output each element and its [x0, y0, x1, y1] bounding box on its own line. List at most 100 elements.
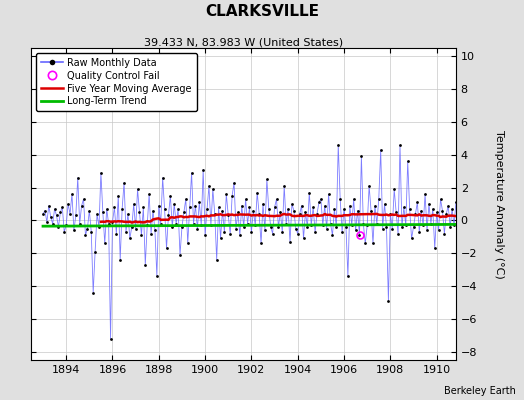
- Point: [42, 219, 51, 225]
- Point: [442, 211, 451, 217]
- Point: [237, 202, 246, 209]
- Title: 39.433 N, 83.983 W (United States): 39.433 N, 83.983 W (United States): [144, 37, 343, 47]
- Point: [307, 222, 315, 228]
- Point: [457, 232, 466, 238]
- Point: [286, 238, 294, 245]
- Point: [79, 196, 88, 202]
- Point: [383, 224, 391, 230]
- Point: [247, 229, 256, 235]
- Point: [388, 226, 397, 232]
- Point: [340, 206, 348, 212]
- Point: [118, 206, 126, 212]
- Point: [104, 220, 113, 227]
- Point: [496, 209, 505, 216]
- Point: [485, 183, 493, 189]
- Point: [475, 206, 483, 212]
- Point: [85, 207, 93, 214]
- Point: [344, 273, 352, 280]
- Point: [209, 186, 217, 192]
- Point: [463, 226, 472, 232]
- Point: [152, 273, 161, 280]
- Point: [500, 240, 508, 247]
- Point: [93, 211, 101, 217]
- Point: [326, 220, 335, 227]
- Point: [226, 230, 234, 237]
- Point: [201, 232, 209, 238]
- Point: [490, 206, 499, 212]
- Point: [396, 142, 404, 148]
- Point: [425, 201, 433, 207]
- Point: [236, 232, 244, 238]
- Point: [216, 235, 225, 242]
- Point: [160, 206, 169, 212]
- Point: [157, 220, 165, 227]
- Point: [409, 224, 418, 230]
- Point: [245, 204, 254, 210]
- Point: [106, 336, 115, 342]
- Point: [99, 209, 107, 216]
- Point: [377, 147, 385, 153]
- Point: [72, 212, 80, 219]
- Point: [164, 212, 172, 219]
- Point: [378, 226, 387, 232]
- Point: [319, 222, 327, 228]
- Point: [361, 240, 369, 247]
- Point: [149, 207, 157, 214]
- Point: [355, 232, 364, 238]
- Point: [523, 219, 524, 225]
- Point: [49, 220, 57, 227]
- Point: [332, 224, 341, 230]
- Point: [390, 186, 398, 192]
- Point: [502, 207, 510, 214]
- Point: [272, 196, 281, 202]
- Point: [477, 235, 485, 242]
- Point: [519, 211, 524, 217]
- Point: [365, 183, 373, 189]
- Point: [504, 220, 512, 227]
- Point: [114, 192, 123, 199]
- Point: [427, 220, 435, 227]
- Point: [350, 196, 358, 202]
- Point: [232, 226, 240, 232]
- Point: [259, 201, 267, 207]
- Point: [116, 257, 124, 263]
- Point: [479, 229, 487, 235]
- Point: [180, 209, 188, 216]
- Point: [97, 170, 105, 176]
- Point: [230, 180, 238, 186]
- Point: [257, 240, 265, 247]
- Point: [206, 222, 215, 228]
- Point: [506, 202, 514, 209]
- Point: [239, 224, 248, 230]
- Point: [434, 227, 443, 234]
- Point: [517, 224, 524, 230]
- Point: [346, 202, 354, 209]
- Point: [219, 207, 227, 214]
- Point: [135, 209, 144, 216]
- Point: [70, 227, 78, 234]
- Point: [205, 183, 213, 189]
- Point: [213, 257, 221, 263]
- Point: [521, 229, 524, 235]
- Point: [87, 229, 95, 235]
- Point: [483, 222, 491, 228]
- Point: [432, 209, 441, 216]
- Point: [462, 202, 470, 209]
- Point: [56, 209, 64, 216]
- Point: [251, 222, 259, 228]
- Point: [188, 170, 196, 176]
- Point: [195, 199, 203, 206]
- Point: [155, 202, 163, 209]
- Point: [516, 204, 524, 210]
- Point: [64, 201, 72, 207]
- Point: [62, 222, 70, 228]
- Point: [359, 220, 367, 227]
- Point: [431, 245, 439, 252]
- Point: [222, 191, 231, 197]
- Point: [296, 211, 304, 217]
- Point: [370, 202, 379, 209]
- Point: [309, 204, 318, 210]
- Point: [268, 230, 277, 237]
- Point: [369, 240, 377, 247]
- Point: [336, 196, 344, 202]
